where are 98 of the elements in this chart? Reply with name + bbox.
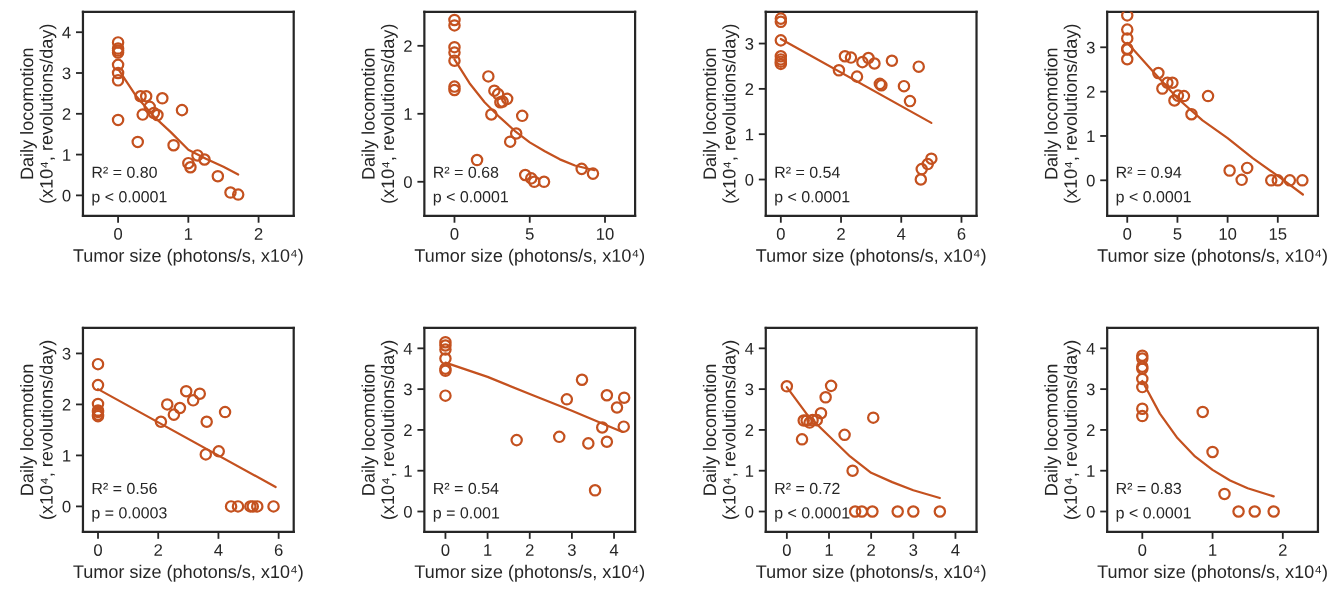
x-axis-title: Tumor size (photons/s, x10⁴) [73, 564, 303, 582]
x-tick-label: 0 [114, 228, 123, 240]
x-tick-label: 4 [214, 544, 223, 556]
y-tick-label: 2 [1086, 424, 1095, 436]
y-axis-title: Daily locomotion (x10⁴, revolutions/day) [1044, 24, 1081, 203]
x-tick-label: 10 [1219, 228, 1237, 240]
x-tick-label: 1 [484, 544, 492, 556]
y-tick-label: 0 [1086, 505, 1095, 518]
x-tick-label: 0 [1138, 544, 1147, 556]
y-tick-label: 3 [62, 67, 71, 80]
x-tick-label: 15 [1269, 228, 1287, 240]
x-tick-label: 4 [609, 544, 619, 556]
y-tick-label: 1 [63, 149, 71, 161]
x-axis-title: Tumor size (photons/s, x10⁴) [1097, 248, 1327, 266]
annotation: p = 0.0003 [92, 507, 167, 522]
x-tick-label: 0 [782, 544, 791, 556]
y-tick-label: 3 [1086, 383, 1095, 396]
y-tick-label: 2 [62, 398, 71, 411]
x-tick-label: 3 [567, 544, 576, 556]
x-tick-label: 2 [837, 228, 845, 240]
y-tick-label: 3 [403, 383, 412, 396]
annotation: p < 0.0001 [433, 191, 508, 206]
y-tick-label: 0 [403, 176, 412, 188]
x-axis-title: Tumor size (photons/s, x10⁴) [73, 248, 303, 266]
y-tick-label: 3 [745, 37, 754, 50]
y-tick-label: 0 [62, 500, 71, 513]
y-tick-label: 3 [745, 383, 754, 396]
y-axis-title: Daily locomotion (x10⁴, revolutions/day) [20, 24, 57, 203]
x-axis-title: Tumor size (photons/s, x10⁴) [756, 248, 986, 266]
x-tick-label: 3 [909, 544, 918, 556]
annotation: R² = 0.54 [775, 166, 840, 178]
annotation: R² = 0.54 [434, 482, 499, 495]
y-tick-label: 0 [1086, 174, 1095, 187]
x-tick-label: 6 [274, 544, 283, 556]
y-axis-title: Daily locomotion (x10⁴, revolutions/day) [702, 24, 740, 203]
y-tick-label: 1 [745, 128, 754, 141]
x-tick-label: 2 [1279, 544, 1287, 556]
y-tick-label: 2 [745, 424, 754, 436]
y-tick-label: 1 [404, 108, 412, 120]
y-tick-label: 4 [62, 26, 71, 39]
y-tick-label: 1 [1087, 130, 1095, 142]
y-tick-label: 4 [745, 342, 754, 355]
annotation: R² = 0.83 [1116, 482, 1182, 495]
y-axis-title: Daily locomotion (x10⁴, revolutions/day) [361, 340, 398, 519]
x-tick-label: 2 [867, 544, 875, 556]
x-tick-label: 5 [525, 228, 534, 240]
x-tick-label: 2 [525, 544, 534, 556]
x-tick-label: 0 [776, 228, 785, 240]
annotation: p < 0.0001 [92, 191, 167, 206]
x-axis-title: Tumor size (photons/s, x10⁴) [756, 564, 986, 582]
annotation: p < 0.0001 [775, 507, 850, 522]
x-tick-label: 6 [957, 228, 966, 240]
x-tick-label: 0 [1123, 228, 1132, 240]
y-tick-label: 1 [404, 465, 412, 477]
annotation: p = 0.001 [433, 507, 500, 522]
x-tick-label: 0 [450, 228, 459, 240]
y-tick-label: 0 [403, 505, 412, 518]
y-tick-label: 0 [745, 173, 754, 186]
x-axis-title: Tumor size (photons/s, x10⁴) [414, 564, 645, 582]
x-axis-title: Tumor size (photons/s, x10⁴) [1097, 564, 1327, 582]
x-tick-label: 1 [184, 228, 193, 240]
y-axis-title: Daily locomotion (x10⁴, revolutions/day) [20, 340, 57, 519]
y-tick-label: 4 [403, 342, 413, 355]
x-tick-label: 2 [154, 544, 163, 556]
y-tick-label: 0 [745, 505, 754, 518]
x-tick-label: 10 [597, 228, 614, 240]
annotation: R² = 0.68 [434, 166, 499, 178]
x-tick-label: 1 [1209, 544, 1217, 556]
x-axis-title: Tumor size (photons/s, x10⁴) [414, 248, 645, 266]
x-tick-label: 5 [1173, 228, 1182, 240]
annotation: p < 0.0001 [775, 191, 850, 206]
x-tick-label: 0 [441, 544, 450, 556]
y-tick-label: 0 [62, 189, 71, 202]
x-tick-label: 4 [897, 228, 906, 240]
y-tick-label: 2 [62, 108, 71, 120]
annotation: R² = 0.94 [1116, 166, 1182, 178]
annotation: p < 0.0001 [1116, 191, 1191, 206]
y-tick-label: 3 [1086, 41, 1095, 54]
x-tick-label: 2 [254, 228, 263, 240]
annotation: R² = 0.56 [92, 482, 157, 495]
y-tick-label: 2 [404, 40, 412, 52]
y-tick-label: 2 [745, 83, 754, 95]
x-tick-label: 1 [825, 544, 833, 556]
y-axis-title: Daily locomotion (x10⁴, revolutions/day) [1044, 340, 1081, 519]
y-tick-label: 1 [1087, 465, 1095, 477]
annotation: p < 0.0001 [1116, 507, 1191, 522]
x-tick-label: 0 [94, 544, 102, 556]
y-axis-title: Daily locomotion (x10⁴, revolutions/day) [702, 340, 740, 519]
x-tick-label: 4 [951, 544, 960, 556]
y-axis-title: Daily locomotion (x10⁴, revolutions/day) [361, 24, 398, 203]
y-tick-label: 3 [62, 347, 71, 360]
y-tick-label: 2 [1086, 86, 1095, 98]
y-tick-label: 1 [63, 449, 71, 462]
y-tick-label: 2 [404, 424, 412, 436]
y-tick-label: 4 [1086, 342, 1095, 355]
y-tick-label: 1 [745, 465, 754, 477]
annotation: R² = 0.80 [92, 166, 157, 178]
annotation: R² = 0.72 [775, 482, 840, 495]
